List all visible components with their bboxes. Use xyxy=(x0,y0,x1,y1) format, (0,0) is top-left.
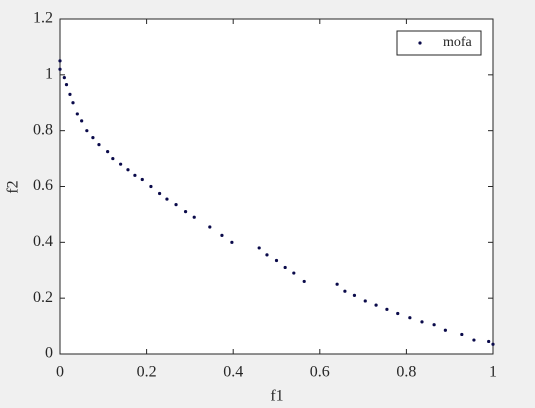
point xyxy=(183,210,188,214)
point xyxy=(472,338,476,342)
point xyxy=(111,156,115,161)
point xyxy=(432,323,436,327)
point xyxy=(192,215,196,219)
point xyxy=(126,168,130,172)
x-tick-label: 0 xyxy=(56,364,64,381)
point xyxy=(230,240,234,244)
point xyxy=(71,101,75,105)
point xyxy=(352,293,357,297)
point xyxy=(58,67,62,71)
y-tick-label: 0.8 xyxy=(33,121,53,138)
point xyxy=(491,342,495,346)
point xyxy=(460,332,464,337)
legend-marker xyxy=(418,41,422,45)
point xyxy=(385,307,389,311)
point xyxy=(85,129,89,133)
y-tick-label: 0.6 xyxy=(33,177,53,194)
point xyxy=(408,316,412,320)
y-tick-label: 0.4 xyxy=(33,233,53,250)
point xyxy=(119,162,123,166)
point xyxy=(58,59,62,63)
point xyxy=(80,119,84,123)
point xyxy=(208,225,212,229)
point xyxy=(487,339,491,344)
point xyxy=(220,233,224,237)
point xyxy=(420,320,424,324)
legend-label: mofa xyxy=(443,35,473,50)
point xyxy=(374,303,378,307)
point xyxy=(140,177,144,182)
y-tick-label: 1.2 xyxy=(33,10,53,27)
y-axis-label: f2 xyxy=(5,180,22,193)
point xyxy=(91,136,95,140)
point xyxy=(97,143,101,147)
point xyxy=(302,279,306,284)
point xyxy=(62,76,66,80)
x-axis-label: f1 xyxy=(270,388,283,405)
point xyxy=(174,203,178,207)
legend-box xyxy=(396,30,482,56)
plot-area xyxy=(59,18,494,355)
point xyxy=(265,253,269,257)
point xyxy=(133,173,137,177)
point xyxy=(165,197,169,201)
point xyxy=(257,246,261,250)
point xyxy=(75,112,79,116)
y-tick-label: 0.2 xyxy=(33,289,53,306)
point xyxy=(292,271,296,275)
y-tick-label: 0 xyxy=(45,345,53,362)
point xyxy=(274,258,279,263)
x-tick-label: 0.8 xyxy=(396,364,416,381)
point xyxy=(443,328,447,332)
point xyxy=(283,265,287,270)
point xyxy=(343,289,347,293)
point xyxy=(106,150,110,154)
point xyxy=(64,83,69,87)
point xyxy=(68,92,72,96)
point xyxy=(363,299,367,303)
y-tick-label: 1 xyxy=(45,66,53,83)
point xyxy=(396,311,400,316)
x-tick-label: 0.4 xyxy=(223,364,243,381)
x-tick-label: 0.2 xyxy=(137,364,157,381)
point xyxy=(157,191,162,196)
x-tick-label: 1 xyxy=(489,364,497,381)
x-tick-label: 0.6 xyxy=(310,364,330,381)
point xyxy=(335,282,339,286)
point xyxy=(149,184,153,189)
